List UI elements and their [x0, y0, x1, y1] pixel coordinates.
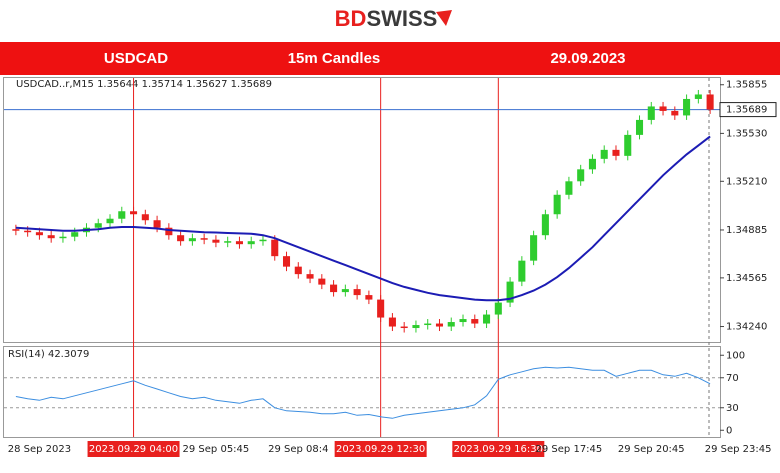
y-tick-label: 1.34885	[726, 225, 767, 236]
candle-body	[388, 317, 396, 327]
candle-body	[282, 256, 291, 267]
candle-body	[518, 260, 526, 282]
logo-part: BD	[335, 6, 367, 31]
candle-body	[365, 295, 373, 300]
info-line: USDCAD..r,M15 1.35644 1.35714 1.35627 1.…	[16, 79, 272, 90]
header-date: 29.09.2023	[550, 50, 625, 67]
candle-body	[35, 232, 43, 236]
x-tick-label: 29 Sep 08:4	[268, 444, 328, 455]
y-tick-label: 1.35530	[726, 128, 767, 139]
candle-body	[671, 110, 679, 116]
candle-body	[47, 235, 55, 239]
candle-body	[24, 230, 32, 233]
candle-body	[553, 194, 561, 215]
candle-body	[577, 169, 585, 182]
candle-body	[330, 284, 338, 293]
rsi-pane	[3, 346, 721, 438]
candle-body	[424, 323, 432, 326]
candle-body	[294, 266, 302, 275]
y-tick-label: 1.34240	[726, 322, 767, 333]
last-price-box	[719, 102, 777, 118]
candle-body	[188, 238, 196, 242]
marker-label-bg	[87, 441, 180, 457]
candle-body	[400, 326, 408, 329]
marker-label: 2023.09.29 16:30	[454, 444, 543, 455]
y-tick-label: 1.35855	[726, 80, 767, 91]
marker-label: 2023.09.29 12:30	[336, 444, 425, 455]
candle-body	[59, 236, 67, 239]
candle-body	[483, 314, 491, 324]
candle-body	[600, 149, 608, 159]
candle-body	[612, 149, 620, 156]
header-bar	[0, 42, 780, 75]
x-tick-label: 29 Sep 23:45	[705, 444, 772, 455]
candle-body	[506, 281, 514, 303]
candle-body	[447, 322, 455, 327]
candle-body	[494, 302, 502, 315]
last-price-label: 1.35689	[726, 105, 767, 116]
rsi-tick-label: 70	[726, 373, 739, 384]
marker-label: 2023.09.29 04:00	[89, 444, 178, 455]
rsi-line	[15, 366, 711, 419]
candle-body	[247, 241, 255, 245]
candle-body	[177, 235, 185, 242]
x-tick-label: 29 Sep 05:45	[183, 444, 250, 455]
marker-label-bg	[452, 441, 545, 457]
rsi-tick-label: 100	[726, 350, 745, 361]
candle-body	[235, 241, 243, 245]
candle-body	[694, 94, 702, 99]
main-pane	[3, 77, 721, 343]
candle-body	[306, 274, 314, 279]
candle-body	[471, 319, 479, 324]
header-symbol: USDCAD	[104, 50, 168, 67]
moving-average	[15, 135, 711, 302]
candle-body	[588, 158, 596, 170]
candle-body	[412, 325, 420, 329]
candle-body	[165, 227, 173, 236]
candle-body	[271, 239, 279, 257]
candle-body	[683, 98, 691, 116]
candle-body	[624, 134, 632, 156]
header-timeframe: 15m Candles	[288, 50, 381, 67]
logo-arrow	[436, 10, 452, 26]
candle-body	[435, 323, 444, 327]
candle-body	[647, 106, 655, 120]
candle-body	[259, 239, 267, 242]
candle-body	[224, 241, 232, 243]
candle-body	[459, 319, 467, 323]
candle-body	[106, 218, 114, 224]
logo: BDSWISS	[335, 6, 438, 31]
candle-body	[130, 211, 138, 215]
candle-body	[318, 278, 326, 285]
candle-body	[353, 289, 361, 296]
candle-body	[530, 235, 538, 261]
x-tick-label: 29 Sep 17:45	[536, 444, 603, 455]
rsi-title: RSI(14) 42.3079	[8, 349, 89, 360]
candle-body	[212, 239, 220, 243]
candle-body	[118, 211, 126, 219]
candle-body	[341, 289, 349, 293]
x-tick-label: 28 Sep 2023	[8, 444, 71, 455]
candle-body	[377, 299, 385, 318]
y-tick-label: 1.35210	[726, 176, 767, 187]
candle-body	[659, 106, 667, 111]
rsi-tick-label: 30	[726, 403, 739, 414]
candle-body	[12, 229, 20, 231]
candle-body	[706, 94, 714, 110]
candle-body	[565, 181, 573, 195]
candle-body	[94, 223, 102, 228]
candle-body	[635, 119, 644, 135]
marker-label-bg	[334, 441, 427, 457]
y-tick-label: 1.34565	[726, 273, 767, 284]
x-tick-label: 29 Sep 20:45	[618, 444, 685, 455]
candle-body	[141, 214, 149, 221]
candle-body	[71, 232, 79, 237]
candle-body	[541, 214, 549, 236]
candle-body	[153, 220, 161, 228]
rsi-tick-label: 0	[726, 425, 732, 436]
logo-part: SWISS	[366, 6, 437, 31]
candle-body	[200, 238, 208, 240]
